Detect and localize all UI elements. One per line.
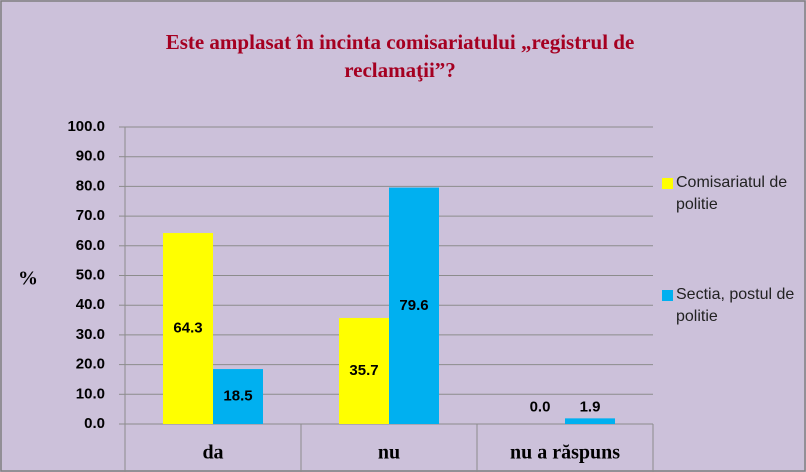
y-tick-label: 0.0 (84, 415, 105, 432)
value-label: 64.3 (173, 319, 202, 336)
y-tick-label: 10.0 (76, 385, 105, 402)
x-tick-label: nu a răspuns (510, 442, 620, 464)
y-tick-label: 30.0 (76, 326, 105, 343)
y-tick-label: 20.0 (76, 356, 105, 373)
x-tick-label: da (202, 442, 223, 464)
legend-item: Comisariatul de politie (662, 172, 802, 216)
legend-item: Sectia, postul de politie (662, 284, 802, 328)
legend-swatch (662, 178, 673, 189)
chart-title: Este amplasat în incinta comisariatului … (165, 30, 635, 82)
x-tick-label: nu (378, 442, 400, 464)
y-tick-label: 50.0 (76, 266, 105, 283)
bar (389, 187, 439, 424)
legend-label: Comisariatul de politie (676, 174, 788, 213)
y-tick-label: 70.0 (76, 207, 105, 224)
value-label: 35.7 (349, 362, 378, 379)
bar (213, 369, 263, 424)
value-label: 79.6 (399, 297, 428, 314)
y-tick-label: 80.0 (76, 177, 105, 194)
y-tick-label: 90.0 (76, 148, 105, 165)
legend-swatch (662, 290, 673, 301)
value-label: 0.0 (530, 399, 551, 416)
bar (339, 317, 389, 424)
y-tick-label: 40.0 (76, 296, 105, 313)
value-label: 1.9 (580, 399, 601, 416)
y-tick-label: 60.0 (76, 237, 105, 254)
bar (163, 233, 213, 424)
legend-label: Sectia, postul de politie (676, 286, 795, 325)
value-label: 18.5 (223, 387, 252, 404)
y-tick-label: 100.0 (67, 118, 105, 135)
bar (565, 418, 615, 424)
y-axis-label: % (18, 268, 38, 290)
